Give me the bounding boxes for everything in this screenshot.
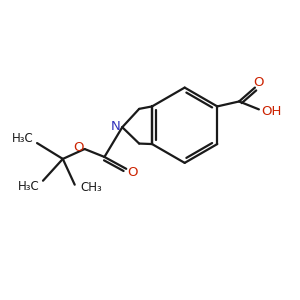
Text: CH₃: CH₃: [81, 181, 102, 194]
Text: O: O: [127, 166, 137, 179]
Text: H₃C: H₃C: [12, 132, 34, 145]
Text: O: O: [74, 140, 84, 154]
Text: N: N: [110, 120, 120, 133]
Text: H₃C: H₃C: [18, 180, 40, 193]
Text: O: O: [254, 76, 264, 89]
Text: OH: OH: [262, 105, 282, 118]
